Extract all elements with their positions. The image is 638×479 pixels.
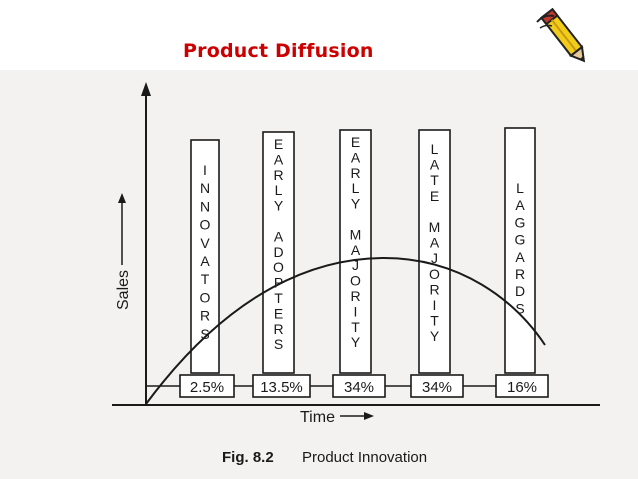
column-letter: V	[200, 235, 210, 251]
column-letter: L	[352, 180, 360, 196]
column-letter: O	[350, 273, 361, 289]
y-label-arrowhead	[118, 193, 126, 203]
category-columns: INNOVATORSEARLYADOPTERSEARLYMAJORITYLATE…	[190, 127, 536, 374]
column-letter: G	[515, 214, 526, 230]
column-letter: Y	[430, 328, 440, 344]
column-letter: Y	[274, 198, 284, 214]
column-letter: I	[203, 162, 207, 178]
column-letter: T	[351, 319, 360, 335]
category-column	[262, 131, 295, 374]
x-axis-label: Time	[300, 409, 335, 426]
figure-caption-label: Fig. 8.2	[222, 449, 274, 466]
column-letter: D	[515, 283, 525, 299]
column-letter: A	[430, 235, 440, 251]
column-letter: T	[201, 271, 210, 287]
column-letter: O	[273, 259, 284, 275]
column-letter: A	[274, 151, 284, 167]
column-letter: A	[351, 242, 361, 258]
y-axis-label: Sales	[115, 270, 132, 310]
column-letter: Y	[351, 196, 361, 212]
column-letter: A	[274, 228, 284, 244]
column-letter: M	[350, 226, 362, 242]
slide-title: Product Diffusion	[183, 40, 374, 62]
percent-label: 2.5%	[190, 379, 224, 396]
column-letter: G	[515, 232, 526, 248]
column-letter: R	[515, 266, 525, 282]
column-letter: Y	[351, 334, 361, 350]
column-letter: O	[200, 289, 211, 305]
column-letter: S	[274, 336, 283, 352]
column-letter: T	[274, 290, 283, 306]
sales-curve	[145, 256, 546, 405]
column-letter: S	[200, 326, 209, 342]
column-letter: L	[516, 180, 524, 196]
column-letter: I	[433, 297, 437, 313]
column-letter: R	[273, 167, 283, 183]
pencil-icon	[536, 7, 586, 63]
percent-label: 34%	[344, 379, 374, 396]
column-letter: N	[200, 198, 210, 214]
percentage-boxes: 2.5% 13.5% 34% 34% 16%	[146, 374, 549, 398]
column-letter: E	[351, 134, 360, 150]
percent-label: 16%	[507, 379, 537, 396]
y-axis-arrow	[141, 82, 151, 96]
column-letter: A	[515, 249, 525, 265]
column-letter: R	[273, 321, 283, 337]
figure-caption-text: Product Innovation	[302, 449, 427, 466]
column-letter: O	[429, 266, 440, 282]
column-letter: R	[350, 288, 360, 304]
column-letter: R	[350, 165, 360, 181]
column-letter: S	[515, 300, 524, 316]
category-column	[504, 127, 536, 374]
column-letter: R	[429, 281, 439, 297]
column-letter: T	[430, 313, 439, 329]
category-column	[339, 129, 372, 374]
percent-label: 34%	[422, 379, 452, 396]
column-letter: M	[429, 219, 441, 235]
column-letter: O	[200, 217, 211, 233]
category-column	[190, 139, 220, 374]
column-letter: A	[351, 149, 361, 165]
column-letter: E	[430, 188, 439, 204]
column-letter: A	[430, 157, 440, 173]
column-letter: A	[515, 197, 525, 213]
column-letter: D	[273, 244, 283, 260]
column-letter: E	[274, 305, 283, 321]
x-label-arrowhead	[364, 412, 374, 420]
column-letter: L	[275, 182, 283, 198]
column-letter: L	[431, 141, 439, 157]
column-letter: P	[274, 275, 283, 291]
column-letter: J	[352, 257, 359, 273]
percent-label: 13.5%	[260, 379, 303, 396]
column-letter: E	[274, 136, 283, 152]
column-letter: T	[430, 172, 439, 188]
column-letter: A	[200, 253, 210, 269]
column-letter: I	[354, 303, 358, 319]
column-letter: R	[200, 308, 210, 324]
column-letter: N	[200, 180, 210, 196]
category-column	[418, 129, 451, 374]
column-letter: J	[431, 250, 438, 266]
